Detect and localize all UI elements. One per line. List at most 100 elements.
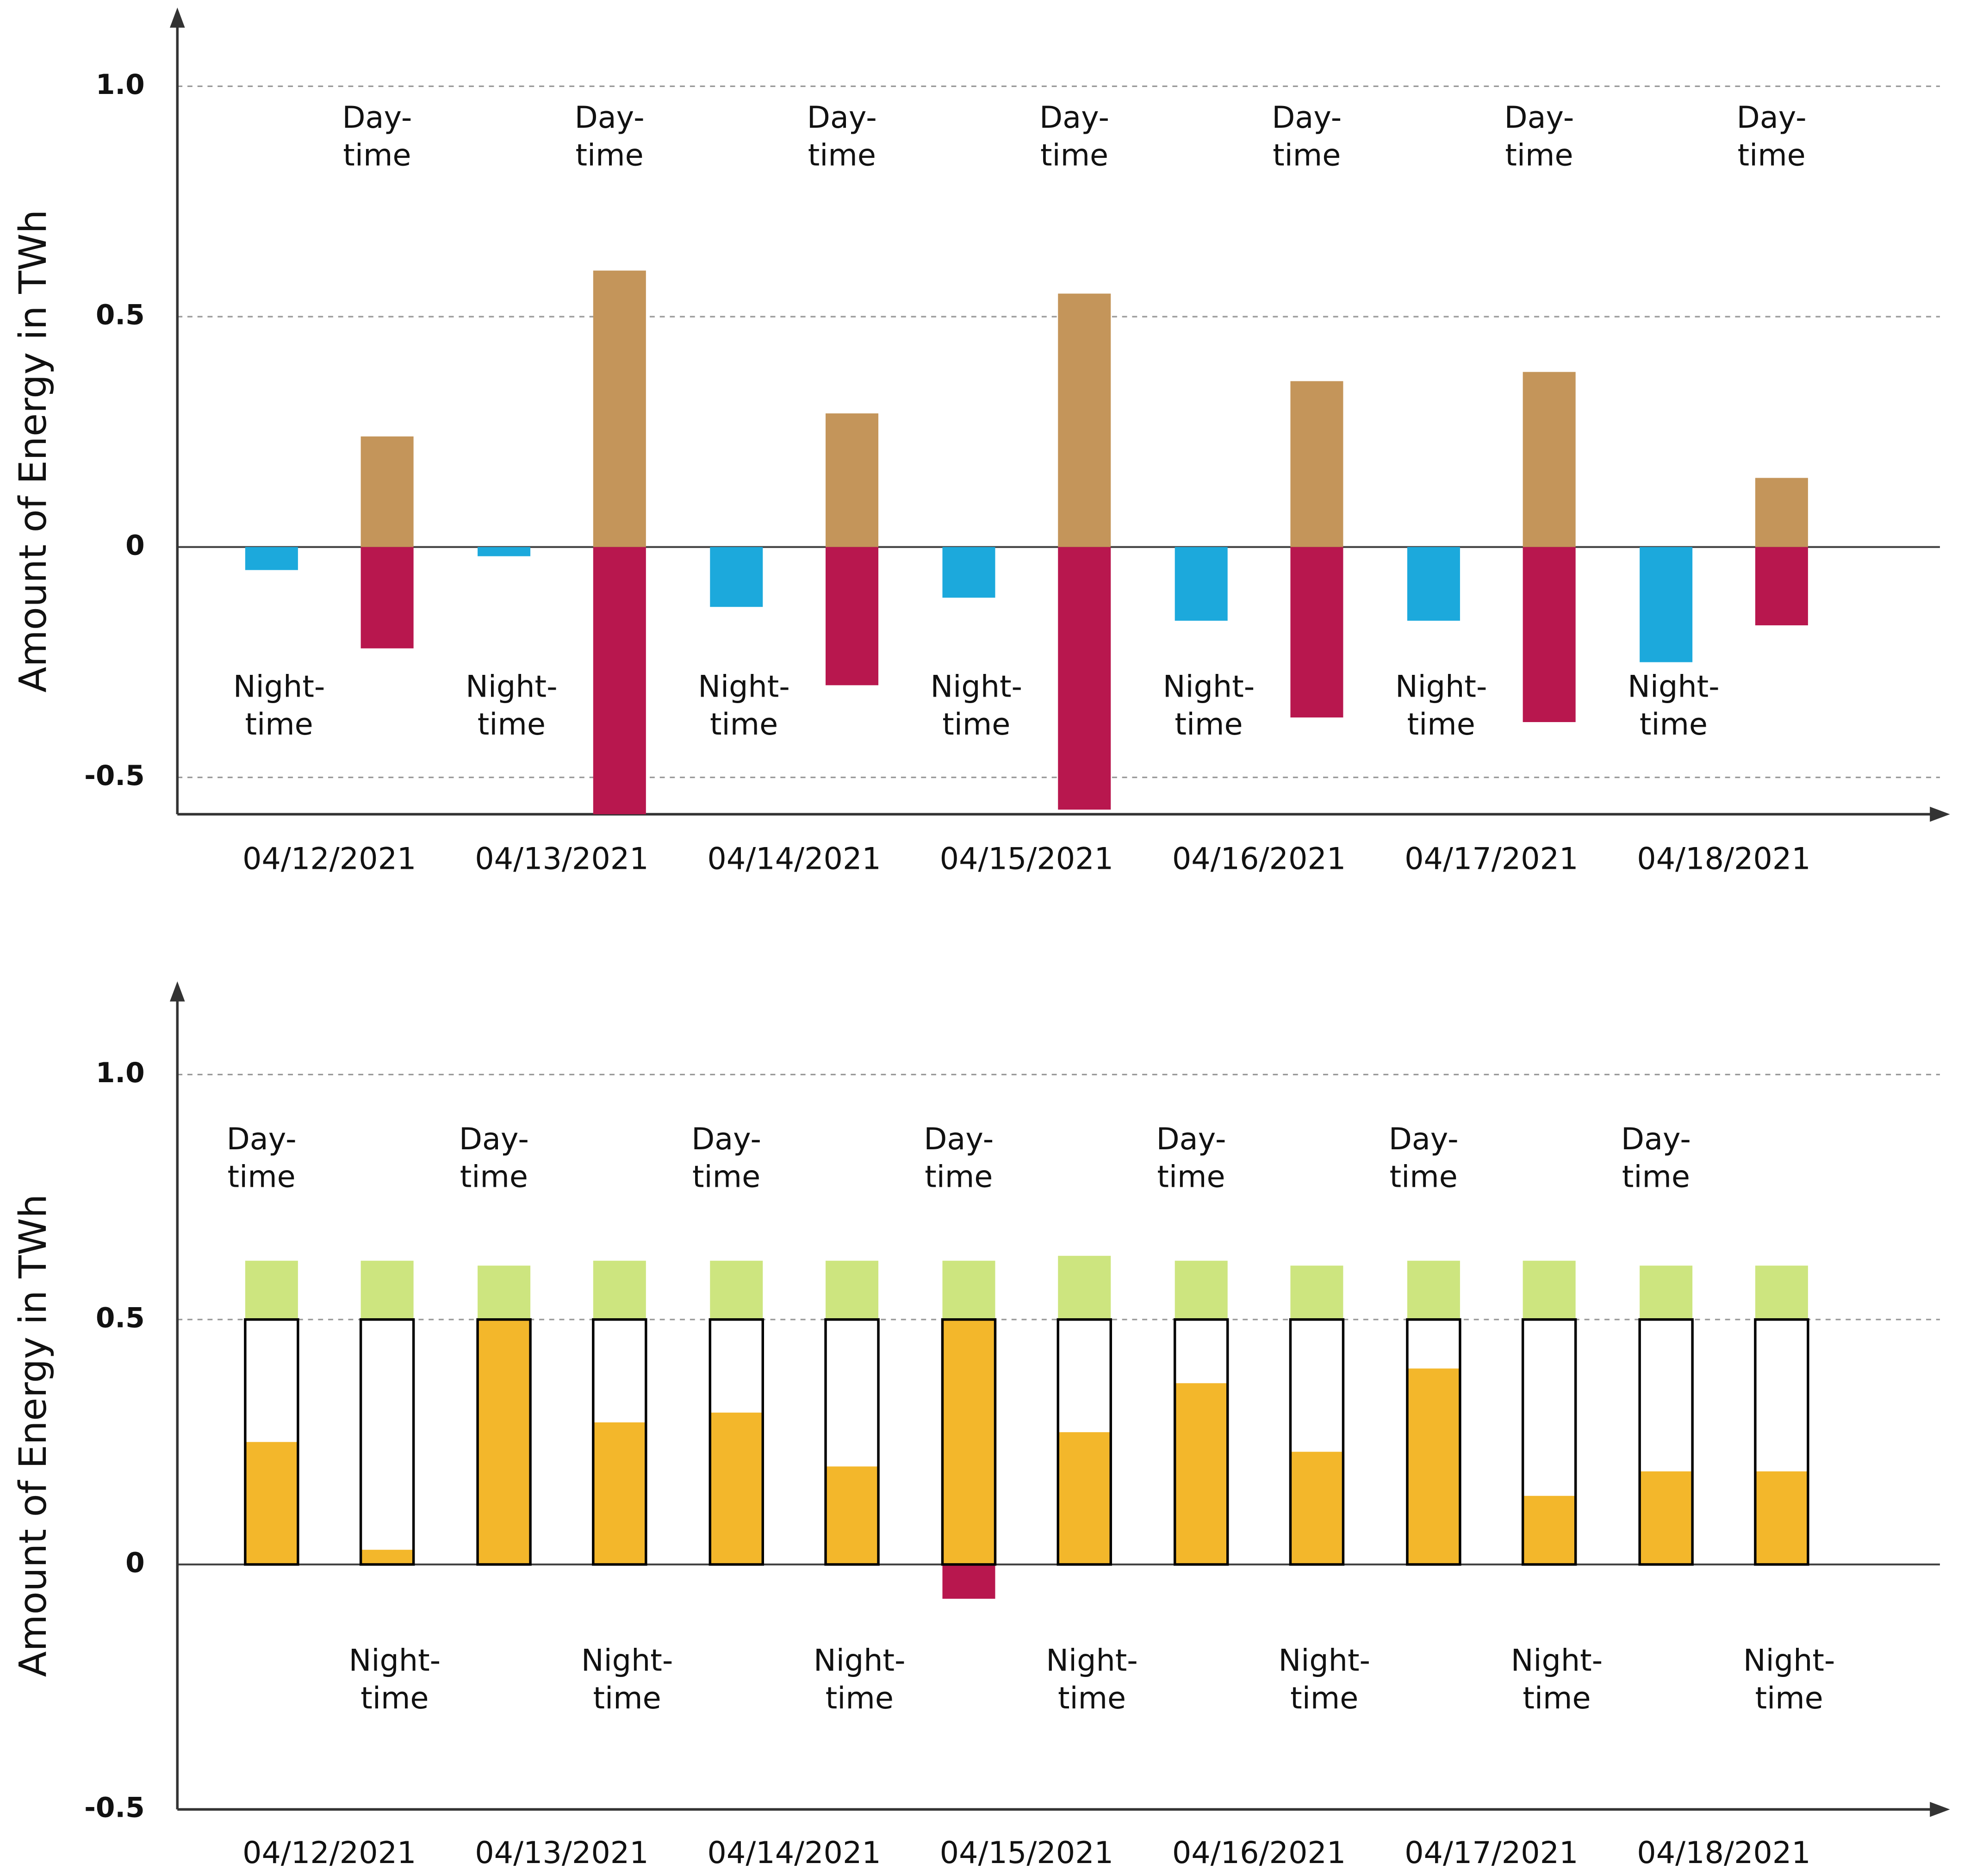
- period-label: time: [1755, 1681, 1823, 1716]
- capacity-box-border: [1406, 1318, 1461, 1566]
- x-tick-label: 04/17/2021: [1405, 842, 1578, 877]
- x-tick-label: 04/14/2021: [707, 1836, 881, 1870]
- x-tick-label: 04/15/2021: [940, 842, 1113, 877]
- period-label: time: [1273, 138, 1341, 173]
- period-label: time: [942, 707, 1010, 742]
- bar: [826, 1260, 879, 1320]
- bar: [1640, 1471, 1693, 1564]
- bar: [710, 547, 763, 607]
- period-label: Night-: [581, 1644, 673, 1678]
- period-label: Night-: [1743, 1644, 1835, 1678]
- bar: [710, 1412, 763, 1564]
- period-label: Night-: [1278, 1644, 1370, 1678]
- x-tick-label: 04/17/2021: [1405, 1836, 1578, 1870]
- bar: [593, 1260, 646, 1320]
- y-tick-label: 1.0: [96, 1057, 145, 1089]
- period-label: time: [360, 1681, 429, 1716]
- period-label: Day-: [1737, 100, 1807, 135]
- capacity-box-border: [1173, 1318, 1229, 1566]
- x-tick-label: 04/12/2021: [242, 1836, 416, 1870]
- bar: [942, 1564, 995, 1599]
- y-tick-label: 0: [125, 1547, 145, 1579]
- bar: [942, 547, 995, 598]
- bar: [1523, 372, 1576, 547]
- x-tick-label: 04/13/2021: [475, 842, 648, 877]
- bar: [1523, 1496, 1576, 1564]
- bar: [245, 1260, 298, 1320]
- period-label: time: [1390, 1159, 1458, 1194]
- bar: [478, 1265, 531, 1320]
- bar: [1058, 1432, 1111, 1564]
- capacity-box-border: [709, 1318, 764, 1566]
- bar: [710, 1260, 763, 1320]
- period-label: time: [343, 138, 411, 173]
- period-label: Day-: [1156, 1122, 1226, 1157]
- period-label: Day-: [575, 100, 645, 135]
- period-label: Day-: [1389, 1122, 1459, 1157]
- y-axis-label: Amount of Energy in TWh: [11, 1194, 55, 1677]
- bar: [1755, 1265, 1808, 1320]
- bar: [1640, 1265, 1693, 1320]
- bar: [1290, 381, 1343, 547]
- bar: [593, 1422, 646, 1564]
- bar: [942, 1319, 995, 1564]
- x-tick-label: 04/14/2021: [707, 842, 881, 877]
- period-label: Day-: [1039, 100, 1109, 135]
- bar: [1175, 1260, 1228, 1320]
- capacity-box-border: [359, 1318, 415, 1566]
- bar: [593, 547, 646, 815]
- period-label: Night-: [349, 1644, 441, 1678]
- period-label: time: [1058, 1681, 1126, 1716]
- bar: [1058, 547, 1111, 810]
- bar: [942, 1260, 995, 1320]
- capacity-box: [360, 1319, 414, 1564]
- bar: [1407, 1260, 1460, 1320]
- period-label: time: [692, 1159, 760, 1194]
- period-label: Night-: [1163, 670, 1255, 704]
- y-tick-label: -0.5: [84, 1792, 145, 1824]
- period-label: time: [710, 707, 778, 742]
- capacity-box-border: [1289, 1318, 1345, 1566]
- y-tick-label: 0: [125, 530, 145, 561]
- period-label: time: [808, 138, 876, 173]
- period-label: Day-: [1504, 100, 1574, 135]
- bar: [360, 1260, 414, 1320]
- period-label: Night-: [1628, 670, 1720, 704]
- period-label: time: [1157, 1159, 1225, 1194]
- y-axis-arrow: [169, 7, 185, 28]
- period-label: Night-: [1046, 1644, 1138, 1678]
- y-tick-label: 1.0: [96, 69, 145, 101]
- period-label: Night-: [466, 670, 558, 704]
- bar: [1058, 293, 1111, 547]
- period-label: Day-: [1272, 100, 1342, 135]
- x-tick-label: 04/16/2021: [1172, 1836, 1346, 1870]
- period-label: time: [1407, 707, 1475, 742]
- bar: [1407, 1368, 1460, 1564]
- bar: [1407, 547, 1460, 621]
- y-tick-label: 0.5: [96, 299, 145, 331]
- period-label: time: [925, 1159, 993, 1194]
- period-label: Night-: [233, 670, 325, 704]
- bar: [478, 1319, 531, 1564]
- capacity-box-border: [1638, 1318, 1694, 1566]
- capacity-box-border: [476, 1318, 532, 1566]
- bar: [1755, 547, 1808, 625]
- x-tick-label: 04/16/2021: [1172, 842, 1346, 877]
- period-label: Day-: [924, 1122, 994, 1157]
- bar: [360, 547, 414, 648]
- capacity-box-border: [824, 1318, 880, 1566]
- bar: [1523, 547, 1576, 723]
- period-label: Night-: [698, 670, 790, 704]
- x-axis-arrow: [1930, 1801, 1950, 1817]
- period-label: time: [1738, 138, 1806, 173]
- bar: [1175, 1383, 1228, 1564]
- bar: [1290, 1265, 1343, 1320]
- y-axis-label: Amount of Energy in TWh: [11, 210, 55, 692]
- y-tick-label: -0.5: [84, 760, 145, 792]
- period-label: Night-: [814, 1644, 906, 1678]
- period-label: Day-: [342, 100, 412, 135]
- period-label: time: [228, 1159, 296, 1194]
- period-label: time: [1640, 707, 1708, 742]
- bar: [826, 1466, 879, 1564]
- capacity-box-border: [1754, 1318, 1809, 1566]
